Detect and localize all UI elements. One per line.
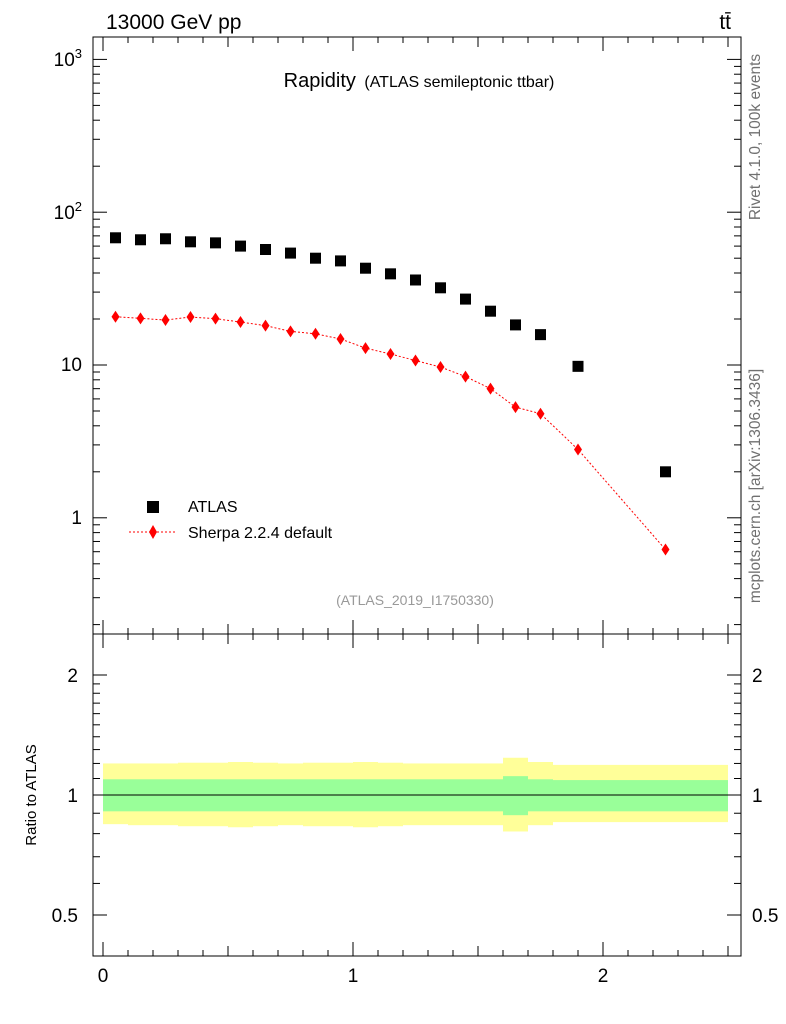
ratio-y-tick-1: 1 [67,786,78,807]
main-series [110,232,671,556]
sherpa-point [461,370,470,383]
y-tick-label-1: 1 [71,508,82,529]
sherpa-point [311,327,320,340]
plot-title: Rapidity (ATLAS semileptonic ttbar) [284,70,555,92]
atlas-point [435,282,446,294]
sherpa-point [411,354,420,367]
atlas-point [185,236,196,248]
atlas-point [310,252,321,264]
atlas-point [135,234,146,246]
ratio-inner-band [503,776,528,816]
atlas-point [660,466,671,478]
header-collision: 13000 GeV pp [106,11,241,34]
legend: ATLAS Sherpa 2.2.4 default [129,499,333,542]
ratio-inner-band [603,780,728,812]
rivet-version-label: Rivet 4.1.0, 100k events [747,54,764,221]
y-tick-label-10: 10 [61,355,82,376]
atlas-point [235,240,246,252]
x-tick-label-2: 2 [598,966,609,987]
sherpa-point [111,310,120,323]
legend-label-atlas: ATLAS [188,499,238,516]
sherpa-point [336,332,345,345]
sherpa-point [574,443,582,456]
atlas-point [210,237,221,249]
ratio-y-tick-0.5-right: 0.5 [752,906,778,927]
atlas-point [385,268,396,280]
sherpa-point [211,312,220,325]
analysis-id: (ATLAS_2019_I1750330) [336,592,494,608]
sherpa-point [436,361,445,374]
mcplots-label: mcplots.cern.ch [arXiv:1306.3436] [747,369,764,603]
main-panel: 1 10 102 103 Rapidity (ATLAS semileptoni… [54,36,742,635]
sherpa-point [486,382,495,395]
sherpa-point [186,311,195,324]
title-sub: (ATLAS semileptonic ttbar) [364,74,554,91]
ratio-axis-ticks [93,634,741,956]
x-tick-label-0: 0 [98,966,109,987]
ratio-bands [103,757,728,832]
series-line-sherpa [115,316,666,550]
atlas-point [510,319,521,331]
sherpa-point [261,319,270,332]
sherpa-point [536,407,545,420]
atlas-point [410,274,421,286]
sherpa-point [661,543,670,556]
ratio-y-tick-1-right: 1 [752,786,763,807]
atlas-point [535,329,546,341]
sherpa-point [386,348,395,361]
main-axis-ticks [93,37,741,634]
legend-marker-atlas [147,501,159,513]
atlas-point [485,305,496,317]
ratio-y-tick-2: 2 [67,666,78,687]
sherpa-point [286,325,295,338]
sherpa-point [136,312,145,325]
atlas-point [572,360,584,372]
atlas-point [260,244,271,256]
header-process: tt̄ [719,11,731,34]
ratio-y-tick-0.5: 0.5 [52,906,78,927]
title-main: Rapidity [284,70,356,92]
sherpa-point [161,314,170,327]
ratio-panel: 0.5 1 2 0.5 1 2 Ratio to ATLAS 0 1 2 [23,633,778,987]
legend-label-sherpa: Sherpa 2.2.4 default [188,525,333,542]
atlas-point [460,293,471,305]
ratio-y-tick-2-right: 2 [752,666,763,687]
sherpa-point [236,316,245,329]
atlas-point [110,232,121,244]
atlas-point [285,247,296,259]
atlas-point [360,262,371,274]
ratio-frame [92,633,742,957]
atlas-point [335,255,346,267]
ratio-inner-band [553,780,603,812]
sherpa-point [511,401,520,414]
y-tick-label-1000: 103 [54,46,82,71]
atlas-point [160,233,171,245]
y-tick-label-100: 102 [54,199,82,224]
legend-marker-sherpa [149,525,157,539]
sherpa-point [361,342,370,355]
main-frame [92,36,742,635]
x-tick-label-1: 1 [348,966,359,987]
ratio-ylabel: Ratio to ATLAS [23,744,40,845]
